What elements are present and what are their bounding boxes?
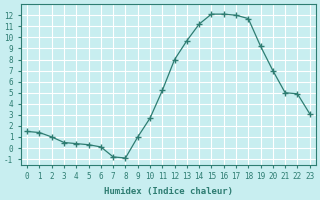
X-axis label: Humidex (Indice chaleur): Humidex (Indice chaleur)	[104, 187, 233, 196]
